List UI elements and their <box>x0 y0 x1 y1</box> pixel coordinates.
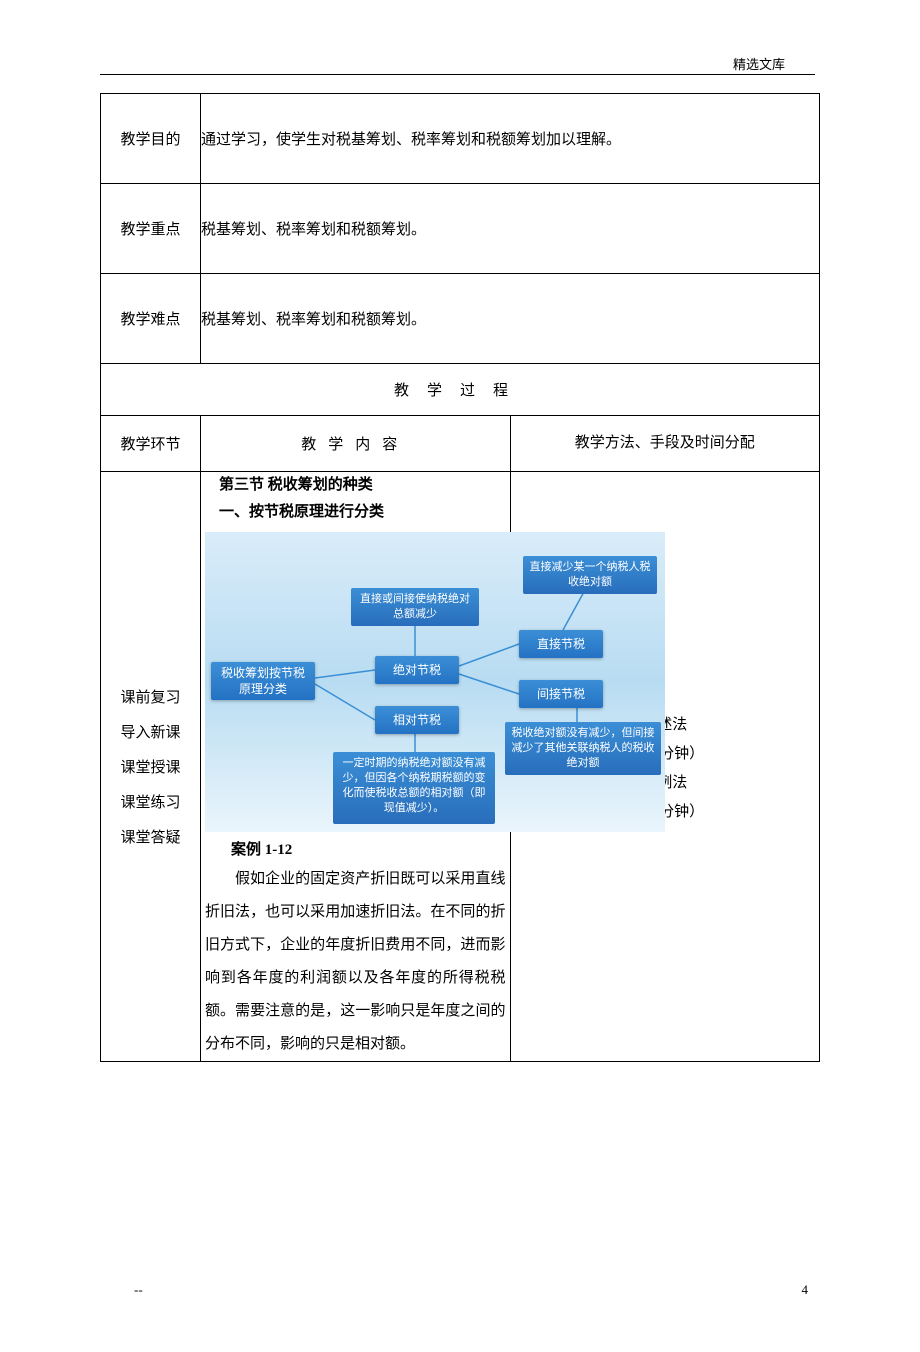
footer-dash: -- <box>134 1282 143 1298</box>
process-header: 教学过程 <box>101 364 820 416</box>
subheader-right: 教学方法、手段及时间分配 <box>510 416 820 472</box>
lesson-table: 教学目的 通过学习，使学生对税基筹划、税率筹划和税额筹划加以理解。 教学重点 税… <box>100 93 820 1062</box>
row-subheader: 教学环节 教学内容 教学方法、手段及时间分配 <box>101 416 820 472</box>
diagram-node-direct: 直接节税 <box>519 630 603 658</box>
row-objective: 教学目的 通过学习，使学生对税基筹划、税率筹划和税额筹划加以理解。 <box>101 94 820 184</box>
row-difficulty: 教学难点 税基筹划、税率筹划和税额筹划。 <box>101 274 820 364</box>
header-label: 精选文库 <box>733 54 785 73</box>
row-process-header: 教学过程 <box>101 364 820 416</box>
left-item-4: 课堂答疑 <box>120 826 180 847</box>
label-difficulty: 教学难点 <box>101 274 201 364</box>
text-objective: 通过学习，使学生对税基筹划、税率筹划和税额筹划加以理解。 <box>201 94 820 184</box>
diagram-node-root: 税收筹划按节税原理分类 <box>211 662 315 700</box>
text-difficulty: 税基筹划、税率筹划和税额筹划。 <box>201 274 820 364</box>
diagram-node-abs: 绝对节税 <box>375 656 459 684</box>
case-title: 案例 1-12 <box>201 838 510 859</box>
subheader-left: 教学环节 <box>101 416 201 472</box>
label-focus: 教学重点 <box>101 184 201 274</box>
diagram-desc-d1: 直接或间接使纳税绝对总额减少 <box>351 588 479 626</box>
text-focus: 税基筹划、税率筹划和税额筹划。 <box>201 184 820 274</box>
diagram-desc-d4: 一定时期的纳税绝对额没有减少，但因各个纳税期税额的变化而使税收总额的相对额（即现… <box>333 752 495 824</box>
content-cell: 第三节 税收筹划的种类 一、按节税原理进行分类 税收筹划按节税原理分类 绝对节税相… <box>201 472 511 1062</box>
row-content: 课前复习 导入新课 课堂授课 课堂练习 课堂答疑 第三节 税收筹划的种类 一、按… <box>101 472 820 1062</box>
left-item-0: 课前复习 <box>120 686 180 707</box>
section-title-2: 一、按节税原理进行分类 <box>201 499 510 526</box>
label-objective: 教学目的 <box>101 94 201 184</box>
diagram-desc-d2: 直接减少某一个纳税人税收绝对额 <box>523 556 657 594</box>
left-item-3: 课堂练习 <box>120 791 180 812</box>
left-steps: 课前复习 导入新课 课堂授课 课堂练习 课堂答疑 <box>101 472 201 1062</box>
section-title-1: 第三节 税收筹划的种类 <box>201 472 510 499</box>
case-body: 假如企业的固定资产折旧既可以采用直线折旧法，也可以采用加速折旧法。在不同的折旧方… <box>201 859 510 1061</box>
diagram-node-indirect: 间接节税 <box>519 680 603 708</box>
row-focus: 教学重点 税基筹划、税率筹划和税额筹划。 <box>101 184 820 274</box>
classification-diagram: 税收筹划按节税原理分类 绝对节税相对节税 直接节税间接节税 直接或间接使纳税绝对总额减… <box>205 532 665 832</box>
left-item-2: 课堂授课 <box>120 756 180 777</box>
header-rule <box>100 74 815 75</box>
left-item-1: 导入新课 <box>120 721 180 742</box>
diagram-desc-d3: 税收绝对额没有减少，但间接减少了其他关联纳税人的税收绝对额 <box>505 722 661 775</box>
subheader-mid: 教学内容 <box>201 416 511 472</box>
footer-page-number: 4 <box>802 1282 809 1298</box>
footer: -- 4 <box>100 1282 820 1312</box>
diagram-node-rel: 相对节税 <box>375 706 459 734</box>
